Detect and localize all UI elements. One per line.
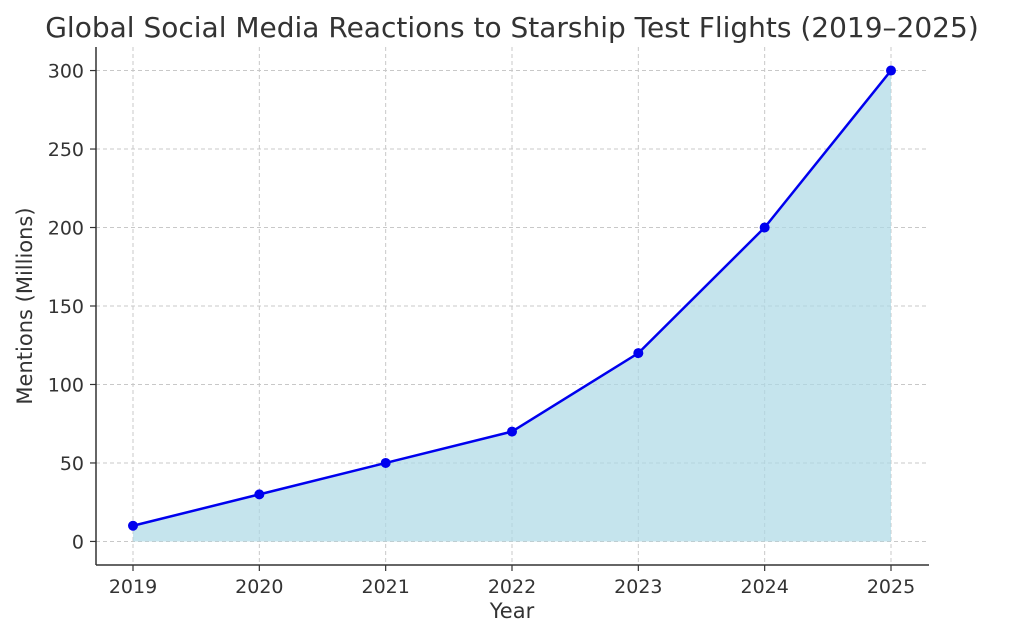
x-tick-label: 2019	[109, 576, 157, 598]
data-point-2024	[759, 222, 770, 233]
y-axis-label: Mentions (Millions)	[13, 207, 37, 404]
data-point-2022	[507, 426, 517, 437]
x-tick-label: 2024	[740, 576, 788, 598]
data-point-2025	[886, 65, 896, 76]
y-tick-label: 100	[48, 374, 84, 396]
x-tick-label: 2021	[361, 576, 409, 598]
ticks: 2019 2020 2021 2022 2023 2024 2025 0 50 100 150 200…	[48, 61, 915, 598]
data-point-2019	[128, 520, 138, 531]
y-tick-label: 200	[48, 218, 84, 240]
y-tick-label: 50	[60, 453, 84, 475]
y-tick-label: 250	[48, 139, 84, 161]
data-points	[128, 65, 896, 531]
x-tick-label: 2025	[867, 576, 915, 598]
area-fill	[133, 70, 891, 542]
y-tick-label: 0	[72, 531, 84, 553]
data-point-2023	[633, 348, 644, 359]
x-tick-label: 2022	[488, 576, 536, 598]
x-tick-label: 2023	[614, 576, 662, 598]
data-point-2021	[380, 457, 391, 468]
chart-title: Global Social Media Reactions to Starshi…	[45, 11, 979, 44]
x-axis-label: Year	[489, 599, 535, 623]
data-point-2020	[254, 489, 265, 500]
y-tick-label: 300	[48, 61, 84, 83]
x-tick-label: 2020	[235, 576, 283, 598]
y-tick-label: 150	[48, 296, 84, 318]
